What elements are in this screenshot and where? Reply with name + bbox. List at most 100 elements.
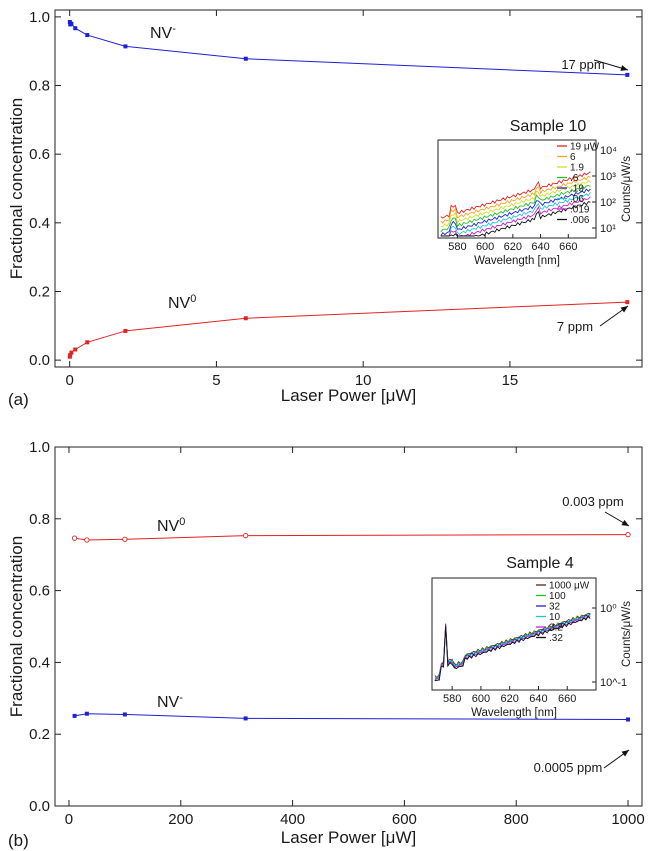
inset-y-axis-label: Counts/μW/s xyxy=(621,601,633,667)
annotation-arrowhead xyxy=(621,750,629,757)
y-tick-label: 0.6 xyxy=(29,583,50,600)
legend-label: 19 μW xyxy=(570,142,600,153)
legend-label: 32 xyxy=(549,602,561,613)
inset-y-tick-label: 10⁰ xyxy=(600,603,617,615)
data-point xyxy=(242,533,249,539)
inset-spectrum xyxy=(440,175,591,224)
series-nv0: NV0 xyxy=(67,293,630,359)
inset-chart: Sample 10 580 600 620 640 660 Wavelength [nm] 1… xyxy=(437,118,633,267)
series-label-sup: - xyxy=(172,23,176,35)
y-tick-label: 0.8 xyxy=(29,511,50,528)
series-nv-minus: NV- xyxy=(72,692,631,722)
y-tick-label: 0.2 xyxy=(29,726,50,743)
series-label-sup: 0 xyxy=(179,516,185,528)
y-tick-label: 0.6 xyxy=(29,146,50,163)
panel-b: 0 200 400 600 800 10000.00.20.40.60.81.0Laser… xyxy=(7,439,645,850)
y-tick-label: 0.4 xyxy=(29,654,50,671)
inset-title: Sample 4 xyxy=(506,555,574,572)
data-point xyxy=(69,21,74,26)
data-point xyxy=(84,711,89,716)
data-point xyxy=(123,328,128,333)
x-tick-label: 1000 xyxy=(611,811,644,828)
data-point xyxy=(243,316,248,321)
legend-label: 1.9 xyxy=(570,163,584,174)
inset-spectrum xyxy=(440,179,591,228)
panel-label: (b) xyxy=(8,831,29,850)
series-label-sup: - xyxy=(179,692,183,704)
x-tick-label: 0 xyxy=(66,372,74,389)
inset-x-tick-label: 620 xyxy=(504,241,522,253)
y-tick-label: 1.0 xyxy=(29,439,50,456)
series-label-sup: 0 xyxy=(190,293,196,305)
inset-x-tick-label: 580 xyxy=(443,693,461,705)
annotation-arrowhead xyxy=(620,306,628,313)
inset-frame xyxy=(431,577,597,691)
x-tick-label: 600 xyxy=(392,811,417,828)
legend-label: 100 xyxy=(549,591,566,602)
inset-x-tick-label: 660 xyxy=(558,693,576,705)
panel-label: (a) xyxy=(8,390,29,409)
series-label: NV- xyxy=(150,23,176,42)
data-point xyxy=(72,713,77,718)
legend-label: 6 xyxy=(570,152,576,163)
y-tick-label: 0.4 xyxy=(29,215,50,232)
annotation-label: 17 ppm xyxy=(561,57,604,72)
data-point xyxy=(123,44,128,49)
x-tick-label: 5 xyxy=(212,372,220,389)
x-tick-label: 200 xyxy=(168,811,193,828)
inset-y-tick-label: 10³ xyxy=(600,171,616,183)
x-axis-label: Laser Power [μW] xyxy=(281,828,416,847)
data-point xyxy=(243,56,248,61)
series-label: NV0 xyxy=(157,516,185,535)
annotation-label: 7 ppm xyxy=(557,319,593,334)
inset-y-tick-label: 10^-1 xyxy=(600,677,627,689)
annotation-label: 0.003 ppm xyxy=(562,494,623,509)
y-axis-label: Fractional concentration xyxy=(7,98,26,279)
legend-label: .006 xyxy=(570,215,590,226)
inset-y-tick-label: 10⁴ xyxy=(600,145,617,157)
inset-y-tick-label: 10² xyxy=(600,197,616,209)
legend-label: .019 xyxy=(570,205,590,216)
series-label-base: NV xyxy=(157,518,180,535)
series-nv-minus: NV- xyxy=(67,20,630,77)
y-tick-label: 0.2 xyxy=(29,283,50,300)
inset-y-tick-label: 10¹ xyxy=(600,223,616,235)
plot-frame xyxy=(54,9,643,368)
data-point xyxy=(122,536,128,542)
inset-spectrum xyxy=(440,185,591,233)
data-point xyxy=(84,537,90,543)
inset-x-axis-label: Wavelength [nm] xyxy=(474,255,560,267)
series-label: NV- xyxy=(157,692,183,711)
data-point xyxy=(73,347,78,352)
y-tick-label: 0.0 xyxy=(29,798,50,815)
series-label-base: NV xyxy=(150,25,173,42)
series-nv0: NV0 xyxy=(71,516,631,543)
inset-spectrum xyxy=(440,191,591,237)
series-line xyxy=(69,301,628,357)
data-point xyxy=(85,340,90,345)
y-tick-label: 0.8 xyxy=(29,78,50,95)
data-point xyxy=(85,33,90,38)
y-tick-label: 1.0 xyxy=(29,9,50,26)
inset-spectrum xyxy=(440,201,591,237)
x-tick-label: 15 xyxy=(502,372,519,389)
inset-spectrum xyxy=(434,615,591,681)
annotation-arrowhead xyxy=(620,65,628,71)
x-axis-label: Laser Power [μW] xyxy=(281,386,416,405)
data-point xyxy=(69,350,74,355)
annotation-arrowhead xyxy=(621,519,629,526)
inset-x-tick-label: 600 xyxy=(476,241,494,253)
legend-label: 1000 μW xyxy=(549,581,590,592)
annotation-label: 0.0005 ppm xyxy=(534,760,603,775)
inset-title: Sample 10 xyxy=(510,118,587,135)
legend-label: .19 xyxy=(570,184,584,195)
y-tick-label: 0.0 xyxy=(29,352,50,369)
inset-x-tick-label: 660 xyxy=(559,241,577,253)
legend-label: .32 xyxy=(549,633,563,644)
inset-x-tick-label: 620 xyxy=(501,693,519,705)
data-point xyxy=(71,535,78,541)
